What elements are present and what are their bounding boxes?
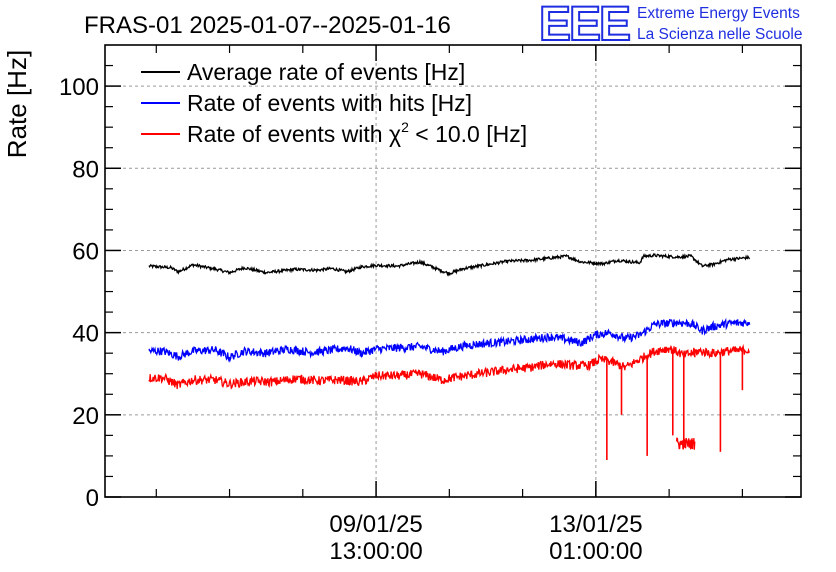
y-tick-label-0: 0 — [86, 485, 99, 512]
eee-logo-mark: EEE — [539, 0, 630, 51]
y-tick-label-80: 80 — [72, 156, 99, 183]
legend-label-chi2-sup: 2 — [401, 119, 409, 135]
y-tick-label-20: 20 — [72, 403, 99, 430]
x-tick-label-time-0: 13:00:00 — [329, 538, 422, 565]
series-low-segment-2 — [675, 436, 696, 450]
y-axis-label: Rate [Hz] — [2, 50, 32, 158]
series-line-2 — [148, 343, 751, 390]
series-line-1 — [148, 317, 751, 363]
y-tick-label-40: 40 — [72, 321, 99, 348]
logo-subtitle-2: La Scienza nelle Scuole — [637, 26, 802, 43]
chart-title: FRAS-01 2025-01-07--2025-01-16 — [84, 12, 451, 39]
grid-lines — [105, 45, 801, 497]
y-tick-label-100: 100 — [59, 74, 99, 101]
logo-subtitle-1: Extreme Energy Events — [637, 5, 800, 22]
series-line-0 — [148, 253, 751, 277]
series-layer — [148, 253, 751, 461]
y-tick-label-60: 60 — [72, 238, 99, 265]
x-tick-label-date-1: 13/01/25 — [549, 511, 642, 538]
eee-logo: EEE Extreme Energy Events La Scienza nel… — [538, 0, 802, 52]
legend-label-chi2-main: Rate of events with χ — [187, 121, 401, 147]
x-tick-label-date-0: 09/01/25 — [329, 511, 422, 538]
legend-label-chi2: Rate of events with χ2 < 10.0 [Hz] — [187, 119, 527, 147]
legend-label-chi2-tail: < 10.0 [Hz] — [409, 121, 527, 147]
x-tick-label-time-1: 01:00:00 — [549, 538, 642, 565]
legend: Average rate of events [Hz] Rate of even… — [141, 59, 527, 147]
legend-label-average: Average rate of events [Hz] — [187, 59, 465, 85]
legend-label-hits: Rate of events with hits [Hz] — [187, 90, 472, 116]
